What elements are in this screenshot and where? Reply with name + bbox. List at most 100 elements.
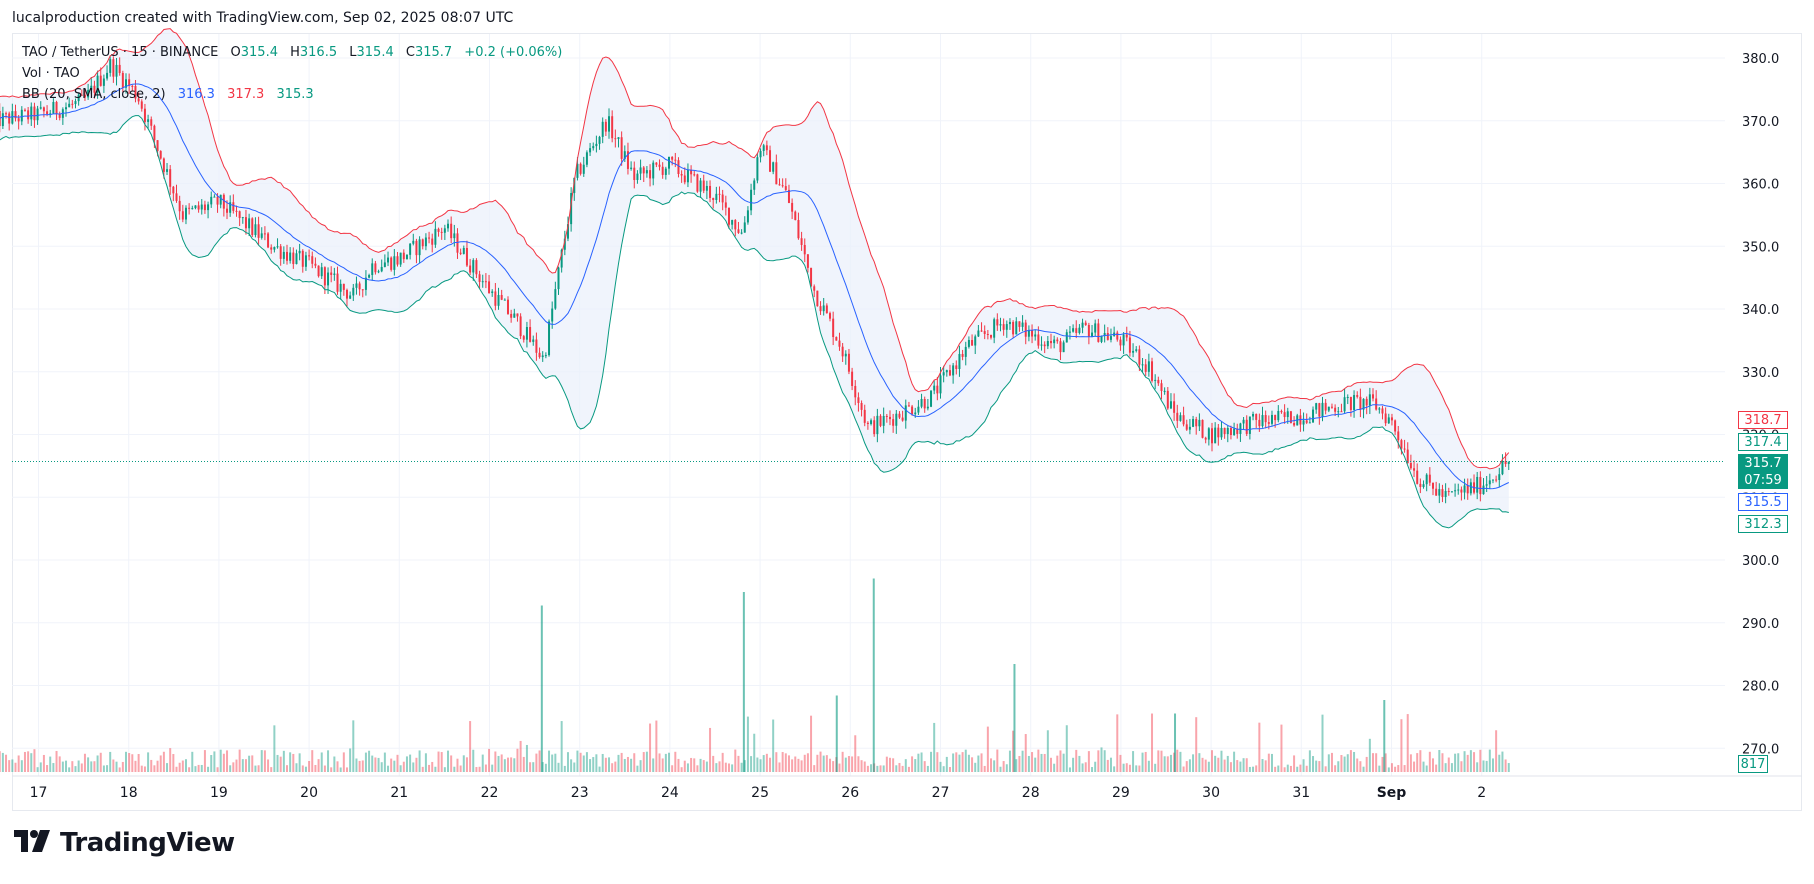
candle-body xyxy=(1274,414,1277,421)
volume-bar xyxy=(339,767,342,772)
volume-bar xyxy=(888,757,891,772)
candle-body xyxy=(841,346,844,357)
volume-bar xyxy=(491,764,494,772)
candle-body xyxy=(702,180,705,191)
candle-body xyxy=(898,413,901,418)
volume-bar xyxy=(794,756,797,772)
candle-body xyxy=(860,402,863,410)
volume-bar xyxy=(1100,747,1103,772)
volume-bar xyxy=(955,752,958,772)
price-tick-label: 330.0 xyxy=(1742,366,1779,381)
tradingview-footer[interactable]: TradingView xyxy=(14,828,235,858)
volume-bar xyxy=(1349,750,1352,772)
volume-bar xyxy=(952,753,955,772)
candle-body xyxy=(1192,419,1195,427)
price-axis[interactable]: 380.0370.0360.0350.0340.0330.0320.0310.0… xyxy=(1742,52,1779,757)
volume-bar xyxy=(1283,767,1286,772)
volume-bar xyxy=(330,767,333,772)
candle-body xyxy=(1327,406,1330,411)
volume-bar xyxy=(563,765,566,772)
volume-bar xyxy=(396,754,399,772)
volume-bar xyxy=(911,756,914,772)
volume-bar xyxy=(948,767,951,772)
candle-body xyxy=(1,113,4,127)
volume-bar xyxy=(497,755,500,772)
volume-bar xyxy=(1122,763,1125,772)
candle-body xyxy=(1109,336,1112,340)
time-axis[interactable]: 17 18 19 20 21 22 23 24 25 26 27 28 29 30 31 Sep 2 xyxy=(30,785,1487,801)
chart-frame[interactable] xyxy=(12,33,1802,811)
candle-body xyxy=(532,339,535,342)
volume-bar xyxy=(226,750,229,772)
volume-bar xyxy=(945,756,948,772)
candle-body xyxy=(472,260,475,273)
volume-bar xyxy=(1116,714,1119,772)
candle-body xyxy=(778,184,781,186)
volume-bar xyxy=(1277,765,1280,772)
volume-label[interactable]: Vol · TAO xyxy=(22,66,80,81)
symbol-legend[interactable]: TAO / TetherUS · 15 · BINANCE O315.4 H31… xyxy=(22,45,562,60)
candle-body xyxy=(1255,413,1258,420)
volume-bar xyxy=(1416,753,1419,772)
candle-body xyxy=(1428,474,1431,483)
volume-bar xyxy=(639,760,642,772)
candle-body xyxy=(595,143,598,147)
candle-body xyxy=(806,254,809,268)
candle-body xyxy=(1245,419,1248,434)
volume-bar xyxy=(143,766,146,772)
candle-body xyxy=(955,365,958,370)
volume-bar xyxy=(1466,754,1469,772)
volume-bar xyxy=(1223,759,1226,772)
candle-body xyxy=(263,233,266,235)
symbol-name[interactable]: TAO / TetherUS · 15 · BINANCE xyxy=(22,45,219,60)
volume-legend[interactable]: Vol · TAO xyxy=(22,66,80,81)
volume-bar xyxy=(1195,717,1198,772)
candle-body xyxy=(990,334,993,338)
volume-bar xyxy=(1479,749,1482,772)
volume-bar xyxy=(699,758,702,772)
candle-body xyxy=(17,118,20,122)
volume-bar xyxy=(1431,758,1434,772)
volume-bar xyxy=(0,751,1,772)
time-tick-label: 25 xyxy=(751,785,769,801)
volume-bar xyxy=(680,767,683,772)
volume-bar xyxy=(36,767,39,772)
candle-body xyxy=(1207,428,1210,440)
candle-body xyxy=(535,339,538,353)
candle-body xyxy=(844,353,847,357)
candle-body xyxy=(200,204,203,210)
candle-body xyxy=(566,224,569,239)
bollinger-legend[interactable]: BB (20, SMA, close, 2) 316.3 317.3 315.3 xyxy=(22,87,314,102)
volume-bar xyxy=(630,758,633,772)
candle-body xyxy=(1384,413,1387,424)
candle-body xyxy=(999,324,1002,326)
candle-body xyxy=(1403,448,1406,450)
time-tick-label: 20 xyxy=(300,785,318,801)
candle-body xyxy=(1132,350,1135,353)
candle-body xyxy=(276,246,279,248)
price-tick-label: 340.0 xyxy=(1742,303,1779,318)
volume-bar xyxy=(740,762,743,772)
volume-bar xyxy=(554,753,557,772)
volume-bar xyxy=(892,758,895,772)
volume-bar xyxy=(254,765,257,772)
volume-bar xyxy=(933,722,936,772)
volume-bar xyxy=(1387,767,1390,772)
bollinger-band-fill xyxy=(0,28,1509,528)
candle-body xyxy=(971,340,974,346)
bb-label[interactable]: BB (20, SMA, close, 2) xyxy=(22,87,166,102)
candle-body xyxy=(188,207,191,209)
candle-body xyxy=(267,233,270,248)
candle-body xyxy=(1075,328,1078,333)
time-tick-label: 21 xyxy=(390,785,408,801)
candle-body xyxy=(393,256,396,270)
candle-body xyxy=(1416,470,1419,484)
price-tick-label: 280.0 xyxy=(1742,680,1779,695)
volume-bar xyxy=(971,757,974,772)
volume-bar xyxy=(731,764,734,772)
volume-bar xyxy=(772,719,775,772)
candle-body xyxy=(478,274,481,282)
candle-body xyxy=(399,252,402,265)
candle-body xyxy=(964,346,967,357)
